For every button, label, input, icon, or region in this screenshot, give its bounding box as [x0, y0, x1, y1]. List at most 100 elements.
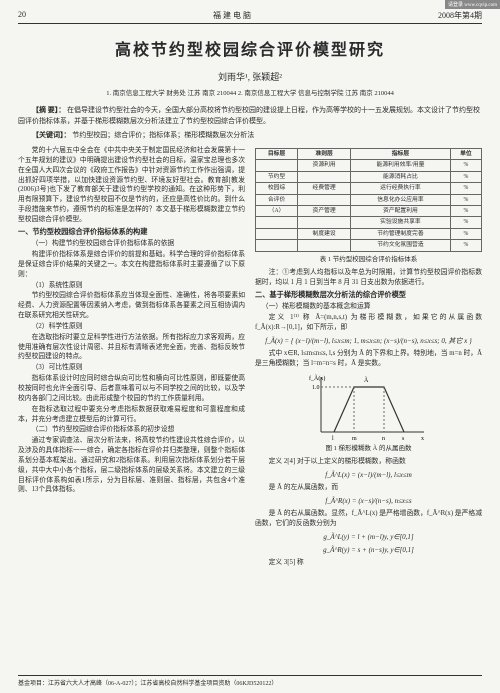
- body-paragraph: 节约型校园综合评价指标体系应当体现全面性、准确性，将各项要素如经费、人力资源配置…: [18, 291, 245, 321]
- table-cell: [256, 160, 298, 171]
- body-paragraph: （2）科学性原则: [18, 322, 245, 332]
- article-title: 高校节约型校园综合评价模型研究: [18, 36, 482, 60]
- figure-caption: 图 1 梯形模糊数 Ã 的从属函数: [255, 444, 482, 453]
- page-number: 20: [18, 10, 26, 21]
- table-cell: （A）: [256, 205, 298, 216]
- table-cell: 合评价: [256, 194, 298, 205]
- table-header-row: 目标层 准则层 指标层 单位: [256, 149, 482, 160]
- section-heading: 一、节约型校园综合评价指标体系的构建: [18, 227, 245, 237]
- table-row: 合评价 信息化办公应用率%: [256, 194, 482, 205]
- keywords-text: 节约型校园；综合评价；指标体系；梯形模糊数层次分析法: [72, 131, 254, 139]
- table-cell: [298, 217, 351, 228]
- equation: f_Ã(x) = { (x−l)/(m−l), l≤x≤m; 1, m≤x≤n;…: [255, 336, 482, 346]
- table-row: 节约文化氛围营造%: [256, 240, 482, 251]
- table-row: 实验设施共享率%: [256, 217, 482, 228]
- table-cell: %: [450, 205, 481, 216]
- keywords: 【关键词】： 节约型校园；综合评价；指标体系；梯形模糊数层次分析法: [18, 130, 482, 140]
- body-paragraph: 定义 2[4] 对于以上定义的梯形模糊数，称函数: [255, 457, 482, 467]
- th: 单位: [450, 149, 481, 160]
- body-paragraph: 指标体系设计时应同时综合纵向可比性和横向可比性原则，即既要使高校按同时也允许全面…: [18, 374, 245, 404]
- body-columns: 党的十六届五中全会在《中共中央关于制定国民经济和社会发展第十一个五年规划的建议》…: [18, 146, 482, 569]
- table-cell: 能源利用效率/用量: [351, 160, 451, 171]
- x-tick-label: m: [352, 436, 357, 442]
- body-paragraph: 是 Ã 的右从属函数。显然，f_Ã^L(x) 是严格增函数，f_Ã^R(x) 是…: [255, 509, 482, 529]
- authors: 刘雨华¹, 张颖超²: [18, 70, 482, 83]
- table-cell: %: [450, 228, 481, 239]
- equation: f_Ã^L(x) = (x−l)/(m−l), l≤x≤m: [255, 470, 482, 480]
- table-cell: 能源消耗占比: [351, 171, 451, 182]
- funding-footer: 基金项目：江苏省六大人才高峰（06-A-027）；江苏省高校自然科学基金项目资助…: [18, 675, 482, 687]
- table-cell: 实验设施共享率: [351, 217, 451, 228]
- th: 准则层: [298, 149, 351, 160]
- table-cell: %: [450, 183, 481, 194]
- table-cell: %: [450, 171, 481, 182]
- x-tick-label: s: [402, 436, 405, 442]
- table-row: 制度建设节约管理制度完善%: [256, 228, 482, 239]
- table-cell: 资产管理: [298, 205, 351, 216]
- body-paragraph: （3）可比性原则: [18, 363, 245, 373]
- issue-info: 2008年第4期: [438, 10, 482, 21]
- subsection-heading: （一）梯形模糊数的基本概念和运算: [255, 302, 482, 312]
- table-cell: [298, 240, 351, 251]
- table-cell: %: [450, 194, 481, 205]
- body-paragraph: 通过专家调查法、层次分析法来，将高校节约性建设共性综合评价，以及涉及的具体指标一…: [18, 436, 245, 495]
- table-row: （A）资产管理资产配置利用%: [256, 205, 482, 216]
- body-paragraph: （1）系统性原则: [18, 281, 245, 291]
- index-table: 目标层 准则层 指标层 单位 资源利用能源利用效率/用量%节约型能源消耗占比%校…: [255, 148, 482, 252]
- body-paragraph: 构建评价指标体系是综合评价的前提和基础。科学合理的评价指标体系是保证综合评价结果…: [18, 250, 245, 280]
- table-row: 资源利用能源利用效率/用量%: [256, 160, 482, 171]
- section-heading: 二、基于梯形模糊数层次分析法的综合评价模型: [255, 290, 482, 300]
- affiliation: 1. 南京信息工程大学 财务处 江苏 南京 210044 2. 南京信息工程大学…: [18, 87, 482, 97]
- body-paragraph: 党的十六届五中全会在《中共中央关于制定国民经济和社会发展第十一个五年规划的建议》…: [18, 146, 245, 225]
- table-cell: %: [450, 217, 481, 228]
- table-cell: [298, 194, 351, 205]
- table-note: 注：①考虑到人均指标以及年总为时限期，计算节约型校园评价指标数据时，均以 1 月…: [255, 268, 482, 288]
- body-paragraph: （二）节约型校园综合评价指标体系的初步设想: [18, 425, 245, 435]
- table-cell: [298, 171, 351, 182]
- table-cell: 经费管理: [298, 183, 351, 194]
- body-paragraph: 在指标选取过程中要充分考虑指标数据获取难易程度和可靠程度和成本，并充分考虑建立模…: [18, 405, 245, 425]
- body-paragraph: 是 Ã 的左从属函数，而: [255, 483, 482, 493]
- body-paragraph: 式中 x∈R, l≤m≤n≤s, l,s 分别为 Ã 的下界和上界。特别地，当 …: [255, 349, 482, 369]
- body-paragraph: 定义 3[5] 称: [255, 558, 482, 568]
- equation: g_Ã^R(y) = s + (n−s)y, y∈[0,1]: [255, 545, 482, 555]
- running-header: 20 福 建 电 脑 2008年第4期: [18, 10, 482, 24]
- table-row: 节约型 能源消耗占比%: [256, 171, 482, 182]
- table-cell: 校园综: [256, 183, 298, 194]
- abstract-text: 在倡导建设节约型社会的今天，全国大部分高校将节约型校园的建设提上日程，作为高等学…: [18, 106, 480, 125]
- x-tick-label: l: [332, 436, 334, 442]
- table-cell: 信息化办公应用率: [351, 194, 451, 205]
- body-paragraph: （一）构建节约型校园综合评价指标体系的依据: [18, 239, 245, 249]
- th: 目标层: [256, 149, 298, 160]
- left-column: 党的十六届五中全会在《中共中央关于制定国民经济和社会发展第十一个五年规划的建议》…: [18, 146, 245, 569]
- equation: g_Ã^L(y) = l + (m−l)y, y∈[0,1]: [255, 532, 482, 542]
- right-column: 目标层 准则层 指标层 单位 资源利用能源利用效率/用量%节约型能源消耗占比%校…: [255, 146, 482, 569]
- table-body: 资源利用能源利用效率/用量%节约型能源消耗占比%校园综经费管理运行经费执行率%合…: [256, 160, 482, 251]
- table-cell: %: [450, 160, 481, 171]
- table-cell: [256, 217, 298, 228]
- table-cell: [256, 240, 298, 251]
- abstract-label: 【摘 要】：: [32, 106, 65, 114]
- table-cell: %: [450, 240, 481, 251]
- page: 20 福 建 电 脑 2008年第4期 高校节约型校园综合评价模型研究 刘雨华¹…: [0, 0, 500, 577]
- body-paragraph: 定义 1⁽¹⁾ 称 Ã=(m,n,s,t) 为梯形模糊数，如果它的从属函数 f_…: [255, 313, 482, 333]
- trapezoid-membership-figure: 1.0 l m n s Ã f_Ã(x) x: [309, 372, 429, 442]
- keywords-label: 【关键词】：: [32, 131, 71, 139]
- x-tick-label: n: [382, 436, 385, 442]
- table-cell: 节约型: [256, 171, 298, 182]
- table-cell: 资产配置利用: [351, 205, 451, 216]
- trapezoid-line: [334, 387, 404, 432]
- y-axis-label: f_Ã(x): [309, 374, 325, 382]
- table-row: 校园综经费管理运行经费执行率%: [256, 183, 482, 194]
- table-cell: 节约文化氛围营造: [351, 240, 451, 251]
- table-cell: 节约管理制度完善: [351, 228, 451, 239]
- x-axis-label: x: [421, 436, 424, 442]
- table-cell: 资源利用: [298, 160, 351, 171]
- abstract: 【摘 要】： 在倡导建设节约型社会的今天，全国大部分高校将节约型校园的建设提上日…: [18, 105, 482, 126]
- table-cell: [256, 228, 298, 239]
- table-cell: 运行经费执行率: [351, 183, 451, 194]
- y-tick-label: 1.0: [312, 385, 320, 391]
- body-paragraph: 在选取指标时要立足科学性进行方法依据。所有指标应力求客观两，应使用准确有层次性设…: [18, 333, 245, 363]
- equation: f_Ã^R(x) = (x−s)/(n−s), n≤x≤s: [255, 496, 482, 506]
- source-watermark: 请登录 www.cqvip.com: [445, 0, 500, 9]
